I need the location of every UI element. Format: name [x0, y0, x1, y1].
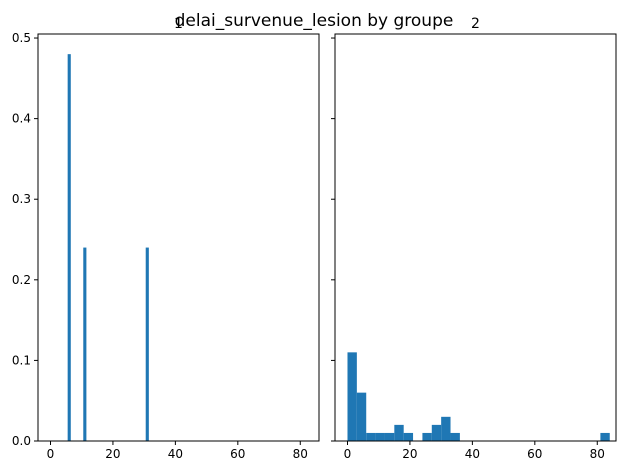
- x-tick-label-1-20: 20: [105, 447, 120, 461]
- histogram-bar-2-8: [422, 432, 432, 441]
- panel-group-2: 20 20 40 60 80: [331, 16, 617, 461]
- x-tick-label-2-80: 80: [590, 447, 605, 461]
- y-tick-label-0: 0.0: [12, 434, 31, 448]
- x-tick-label-2-20: 20: [402, 447, 417, 461]
- histogram-bar-2-3: [366, 432, 376, 441]
- x-tick-label-1-40: 40: [168, 447, 183, 461]
- axes-frame-2: [334, 33, 617, 442]
- y-tick-label-3: 0.3: [12, 192, 31, 206]
- y-tick-label-4: 0.4: [12, 112, 31, 126]
- panel-title-2: 2: [471, 16, 480, 32]
- x-tick-label-2-60: 60: [527, 447, 542, 461]
- x-tick-label-1-80: 80: [293, 447, 308, 461]
- x-tick-label-2-0: 0: [344, 447, 352, 461]
- histogram-bar-2-4: [375, 432, 385, 441]
- histogram-bar-1-1: [67, 54, 71, 442]
- y-tick-label-5: 0.5: [12, 31, 31, 45]
- y-tick-label-2: 0.2: [12, 273, 31, 287]
- histogram-bar-2-7: [403, 432, 414, 441]
- y-tick-label-1: 0.1: [12, 353, 31, 367]
- panel-title-1: 1: [174, 16, 183, 32]
- histogram-bar-2-9: [431, 424, 442, 441]
- histogram-bar-2-10: [441, 416, 451, 441]
- histogram-bar-2-1: [347, 352, 357, 441]
- histogram-bar-1-2: [83, 247, 87, 441]
- histogram-bar-2-5: [384, 432, 395, 441]
- figure-title: delai_survenue_lesion by groupe: [175, 11, 454, 31]
- axes-frame-1: [37, 33, 320, 442]
- panel-group-1: 1 0 20 40 60 80 0.0 0.1 0.2 0.3 0.4 0.5: [12, 16, 320, 461]
- x-tick-label-1-0: 0: [47, 447, 55, 461]
- histogram-bar-2-2: [356, 392, 367, 441]
- x-tick-label-2-40: 40: [465, 447, 480, 461]
- histogram-bar-2-11: [450, 432, 460, 441]
- histogram-bar-1-3: [145, 247, 149, 441]
- histogram-bar-2-6: [394, 424, 404, 441]
- x-tick-label-1-60: 60: [230, 447, 245, 461]
- histogram-bar-2-12: [600, 432, 610, 441]
